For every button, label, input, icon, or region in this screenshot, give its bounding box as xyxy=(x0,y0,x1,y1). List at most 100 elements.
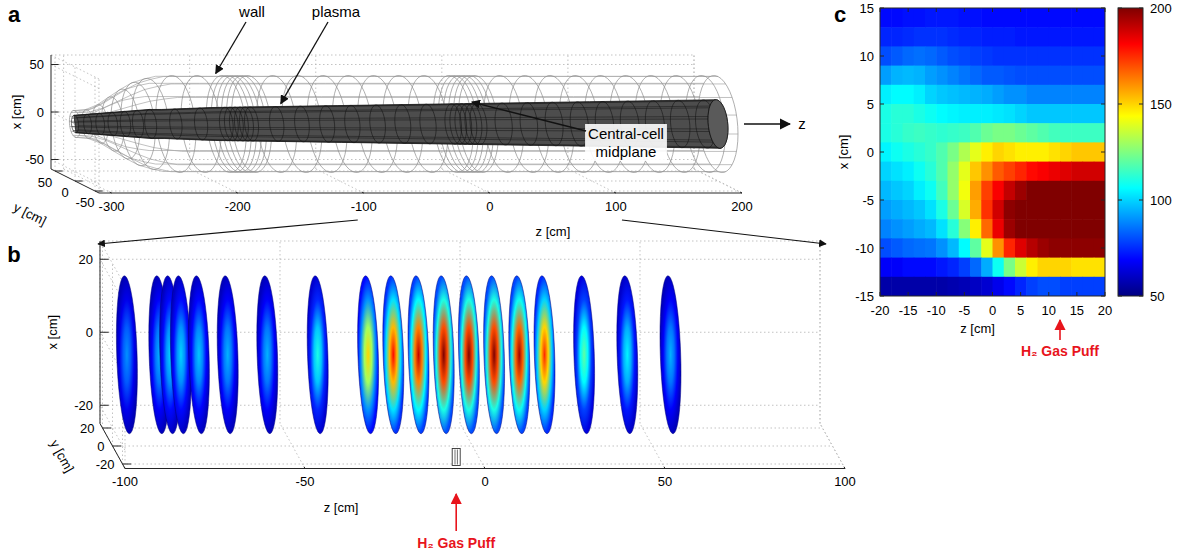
tick-label: 10 xyxy=(1042,303,1056,318)
annotation-line: midplane xyxy=(596,143,657,160)
cell xyxy=(914,238,926,258)
plasma-ring xyxy=(194,108,207,140)
tick-label: 100 xyxy=(834,474,856,489)
tick-label: 0 xyxy=(867,145,874,160)
grid-line xyxy=(103,428,823,429)
cell xyxy=(1026,66,1038,86)
cell xyxy=(970,85,982,105)
tick xyxy=(880,8,884,9)
cell xyxy=(1049,238,1061,258)
cell xyxy=(1004,104,1016,124)
cell xyxy=(959,277,971,296)
cell xyxy=(925,85,937,105)
cell xyxy=(993,277,1005,296)
cell xyxy=(1026,8,1038,28)
slice xyxy=(574,276,595,434)
arrow xyxy=(622,220,826,244)
tick xyxy=(1101,248,1105,249)
cell xyxy=(948,8,960,28)
plasma-ring xyxy=(120,111,130,136)
annotation: z xyxy=(798,115,806,132)
cell xyxy=(1004,46,1016,66)
cell xyxy=(948,219,960,239)
tick xyxy=(936,8,937,12)
cell xyxy=(970,181,982,201)
tick-label: -50 xyxy=(76,195,95,210)
plasma-line xyxy=(78,116,727,121)
cell xyxy=(1060,277,1072,296)
grid-line xyxy=(112,264,113,447)
cell xyxy=(1094,123,1105,143)
cell xyxy=(981,219,993,239)
tick xyxy=(880,200,884,201)
tick-label: -20 xyxy=(871,303,890,318)
cell xyxy=(1060,181,1072,201)
cell xyxy=(1083,219,1095,239)
wall xyxy=(69,76,738,173)
cell xyxy=(1071,46,1083,66)
annotation: plasma xyxy=(312,3,361,20)
cell xyxy=(1015,258,1027,278)
colorbar xyxy=(1118,8,1143,296)
cell xyxy=(880,200,892,220)
cell xyxy=(914,219,926,239)
annotation-line: Central-cell xyxy=(588,125,664,142)
tick xyxy=(936,292,937,296)
tick-label: 0 xyxy=(97,439,104,454)
cell xyxy=(1004,27,1016,47)
axis-title: y [cm] xyxy=(11,200,49,229)
cell xyxy=(1094,85,1105,105)
plot-frame xyxy=(880,8,1105,296)
cell xyxy=(903,219,915,239)
tick-label: 100 xyxy=(605,199,627,214)
cell xyxy=(993,258,1005,278)
tick xyxy=(1139,8,1143,9)
cell xyxy=(936,104,948,124)
cell xyxy=(981,181,993,201)
cell xyxy=(880,219,892,239)
cell xyxy=(925,181,937,201)
plasma-ring xyxy=(224,107,238,141)
annotation: H₂ Gas Puff xyxy=(1021,343,1099,359)
arrow xyxy=(744,123,790,125)
cell xyxy=(970,238,982,258)
cell xyxy=(948,27,960,47)
cell xyxy=(1094,200,1105,220)
cell xyxy=(1026,142,1038,162)
slice xyxy=(458,276,479,434)
cell xyxy=(1026,219,1038,239)
cell xyxy=(1083,181,1095,201)
plasma-ring xyxy=(670,100,690,147)
cell xyxy=(970,27,982,47)
cell xyxy=(1015,27,1027,47)
cell xyxy=(936,277,948,296)
cell xyxy=(1026,123,1038,143)
box-edge xyxy=(100,241,125,286)
cell xyxy=(959,200,971,220)
cell xyxy=(925,46,937,66)
cell xyxy=(936,8,948,28)
cell xyxy=(1015,200,1027,220)
cell xyxy=(880,162,892,182)
cell xyxy=(891,123,903,143)
cell xyxy=(891,104,903,124)
cell xyxy=(1060,238,1072,258)
tick-label: 50 xyxy=(658,474,672,489)
cell xyxy=(903,123,915,143)
cell xyxy=(1004,142,1016,162)
cell xyxy=(1015,238,1027,258)
tick-label: 50 xyxy=(38,175,52,190)
cell xyxy=(925,142,937,162)
tick-label: 200 xyxy=(731,199,753,214)
tick-label: 50 xyxy=(1150,289,1164,304)
cell xyxy=(948,85,960,105)
cell xyxy=(959,162,971,182)
cell xyxy=(1049,277,1061,296)
cell xyxy=(993,27,1005,47)
grid-line xyxy=(51,64,694,65)
axis-title: z [cm] xyxy=(324,500,359,515)
tick xyxy=(113,446,122,447)
tick xyxy=(740,192,742,194)
cell xyxy=(1038,181,1050,201)
plasma-ring xyxy=(108,112,118,135)
